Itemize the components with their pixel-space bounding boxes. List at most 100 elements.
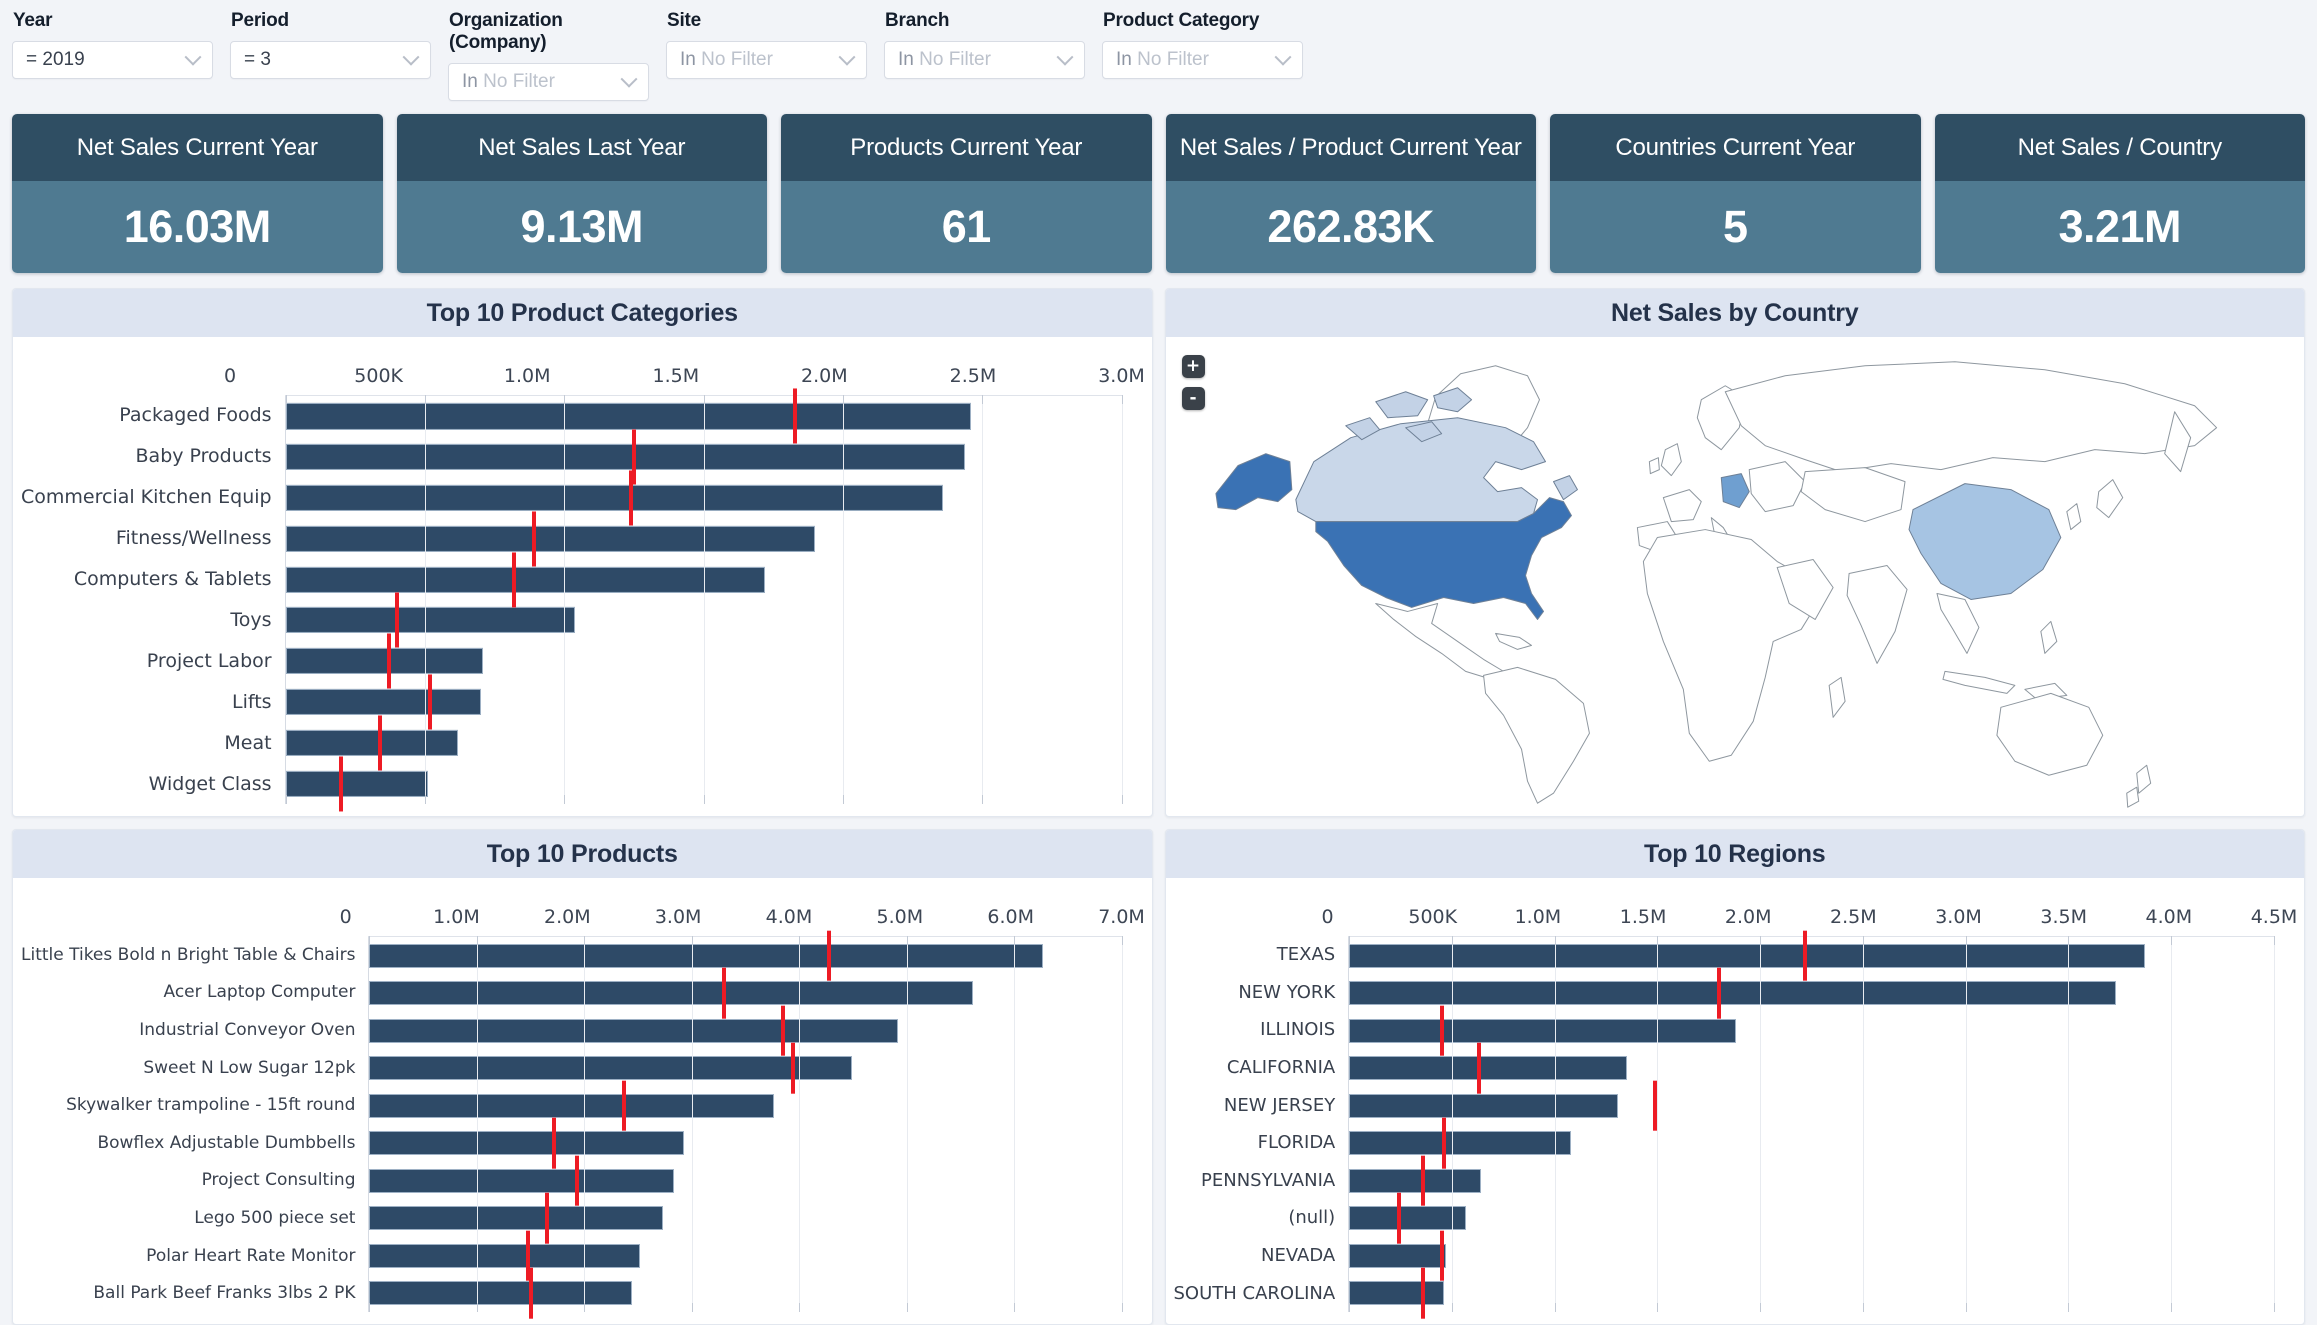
filter-dropdown-branch[interactable]: In No Filter [884,41,1085,79]
map-zoom-out-button[interactable]: - [1181,387,1205,410]
map-zoom-in-button[interactable]: + [1181,355,1205,378]
gridline [799,937,801,1312]
bar-california[interactable] [1349,1056,1627,1081]
axis-tick-label: 3.0M [1935,906,1982,928]
filter-label: Product Category [1103,10,1260,31]
map-country-usa-alaska[interactable] [1214,453,1292,511]
bar-category-label: TEXAS [1276,944,1336,966]
bar-skywalker-trampoline-15ft-round[interactable] [369,1093,775,1118]
bar-project-consulting[interactable] [369,1168,674,1193]
axis-tick-mark [584,936,586,945]
bar-project-labor[interactable] [285,648,484,675]
target-marker [552,1117,557,1169]
map-country-canada-islands[interactable] [1374,391,1428,419]
target-marker [1421,1155,1426,1207]
chart-product-categories: 0 500K 1.0M 1.5M 2.0M 2.5M 3.0M Packaged Foods… [13,337,1152,816]
bar-meat[interactable] [285,729,459,756]
kpi-card-net-sales-current-year[interactable]: Net Sales Current Year 16.03M [12,114,383,273]
bar-toys[interactable] [285,607,576,634]
filter-branch: Branch In No Filter [884,8,1085,101]
axis-tick-mark [424,795,426,804]
bar-null[interactable] [1349,1206,1467,1231]
axis-tick-label: 1.0M [433,906,480,928]
target-marker [428,674,433,730]
filter-dropdown-product-category[interactable]: In No Filter [1102,41,1303,79]
bar-lifts[interactable] [285,688,481,716]
bar-fitness-wellness[interactable] [285,525,815,552]
map-country-canada-islands[interactable] [1404,421,1442,443]
kpi-card-products-current-year[interactable]: Products Current Year 61 [781,114,1152,273]
bar-polar-heart-rate-monitor[interactable] [369,1243,641,1268]
map-country-china[interactable] [1908,483,2061,600]
filter-year: Year = 2019 [12,8,213,101]
gridline [424,396,426,804]
bar-illinois[interactable] [1349,1018,1736,1043]
bar-commercial-kitchen-equip[interactable] [285,484,944,512]
chart-row [1349,1267,2274,1319]
axis-tick-label: 0 [224,365,237,387]
axis-tick-mark [691,936,693,945]
bar-nevada[interactable] [1349,1243,1446,1268]
kpi-card-net-sales-country[interactable]: Net Sales / Country 3.21M [1934,114,2305,273]
axis-tick-mark [1965,1303,1967,1312]
bar-category-label: Bowflex Adjustable Dumbbells [97,1132,356,1153]
filter-dropdown-period[interactable]: = 3 [230,41,431,79]
bar-industrial-conveyor-oven[interactable] [369,1018,899,1043]
world-map[interactable]: + - [1166,337,2305,816]
bar-texas[interactable] [1349,943,2145,968]
axis-tick-mark [1349,1303,1351,1312]
filter-dropdown-site[interactable]: In No Filter [666,41,867,79]
kpi-card-countries-current-year[interactable]: Countries Current Year 5 [1550,114,1921,273]
bar-sweet-n-low-sugar-12pk[interactable] [369,1056,852,1081]
axis-tick-label: 0 [1321,906,1334,928]
map-country-canada-islands[interactable] [1344,417,1380,441]
kpi-title: Net Sales / Product Current Year [1165,114,1536,181]
chevron-down-icon [402,48,420,66]
axis-tick-mark [369,1303,371,1312]
filter-operator: In [1116,49,1138,70]
bar-category-label: FLORIDA [1257,1132,1336,1154]
bar-baby-products[interactable] [285,444,966,471]
bar-computers-tablets[interactable] [285,566,765,593]
chevron-down-icon [184,48,202,66]
axis-tick-mark [906,1303,908,1312]
panel-net-sales-by-country: Net Sales by Country [1164,288,2305,817]
bar-lego-500-piece-set[interactable] [369,1206,663,1231]
bar-widget-class[interactable] [285,770,428,797]
chart-products: 0 1.0M 2.0M 3.0M 4.0M 5.0M 6.0M 7.0M Little Tik… [13,878,1152,1324]
bar-new-york[interactable] [1349,981,2116,1006]
chart-row [285,633,1122,689]
target-marker [512,552,517,608]
axis-tick-label: 500K [354,365,404,387]
bar-bowflex-adjustable-dumbbells[interactable] [369,1131,685,1156]
chart-row [285,552,1122,608]
bar-category-label: NEW JERSEY [1223,1094,1336,1116]
chart-row [285,429,1122,485]
bar-acer-laptop-computer[interactable] [369,981,974,1006]
bar-florida[interactable] [1349,1131,1572,1156]
filter-dropdown-year[interactable]: = 2019 [12,41,213,79]
map-country-germany[interactable] [1720,473,1750,509]
bar-category-label: Acer Laptop Computer [163,982,356,1003]
map-country-usa[interactable] [1314,497,1572,620]
bar-ball-park-beef-franks-3lbs-2-pk[interactable] [369,1281,632,1306]
chart-row [369,1267,1121,1319]
gridline [1554,937,1556,1312]
bar-south-carolina[interactable] [1349,1281,1444,1306]
map-country-canada-islands[interactable] [1432,387,1472,413]
filter-organization-company: Organization (Company) In No Filter [448,8,649,101]
bar-category-label: ILLINOIS [1260,1019,1336,1041]
kpi-card-net-sales-product-current-year[interactable]: Net Sales / Product Current Year 262.83K [1165,114,1536,273]
axis-tick-mark [476,1303,478,1312]
bar-little-tikes-bold-n-bright-table-chairs[interactable] [369,943,1044,968]
bar-new-jersey[interactable] [1349,1093,1619,1118]
filter-dropdown-organization-company[interactable]: In No Filter [448,63,649,101]
bar-pennsylvania[interactable] [1349,1168,1481,1193]
bar-category-label: Ball Park Beef Franks 3lbs 2 PK [93,1283,356,1304]
kpi-card-net-sales-last-year[interactable]: Net Sales Last Year 9.13M [396,114,767,273]
map-country-canada-maritimes[interactable] [1552,475,1578,501]
bar-packaged-foods[interactable] [285,403,972,430]
bar-category-label: Project Consulting [201,1170,356,1191]
target-marker [1717,967,1722,1019]
filter-placeholder: No Filter [919,49,991,70]
